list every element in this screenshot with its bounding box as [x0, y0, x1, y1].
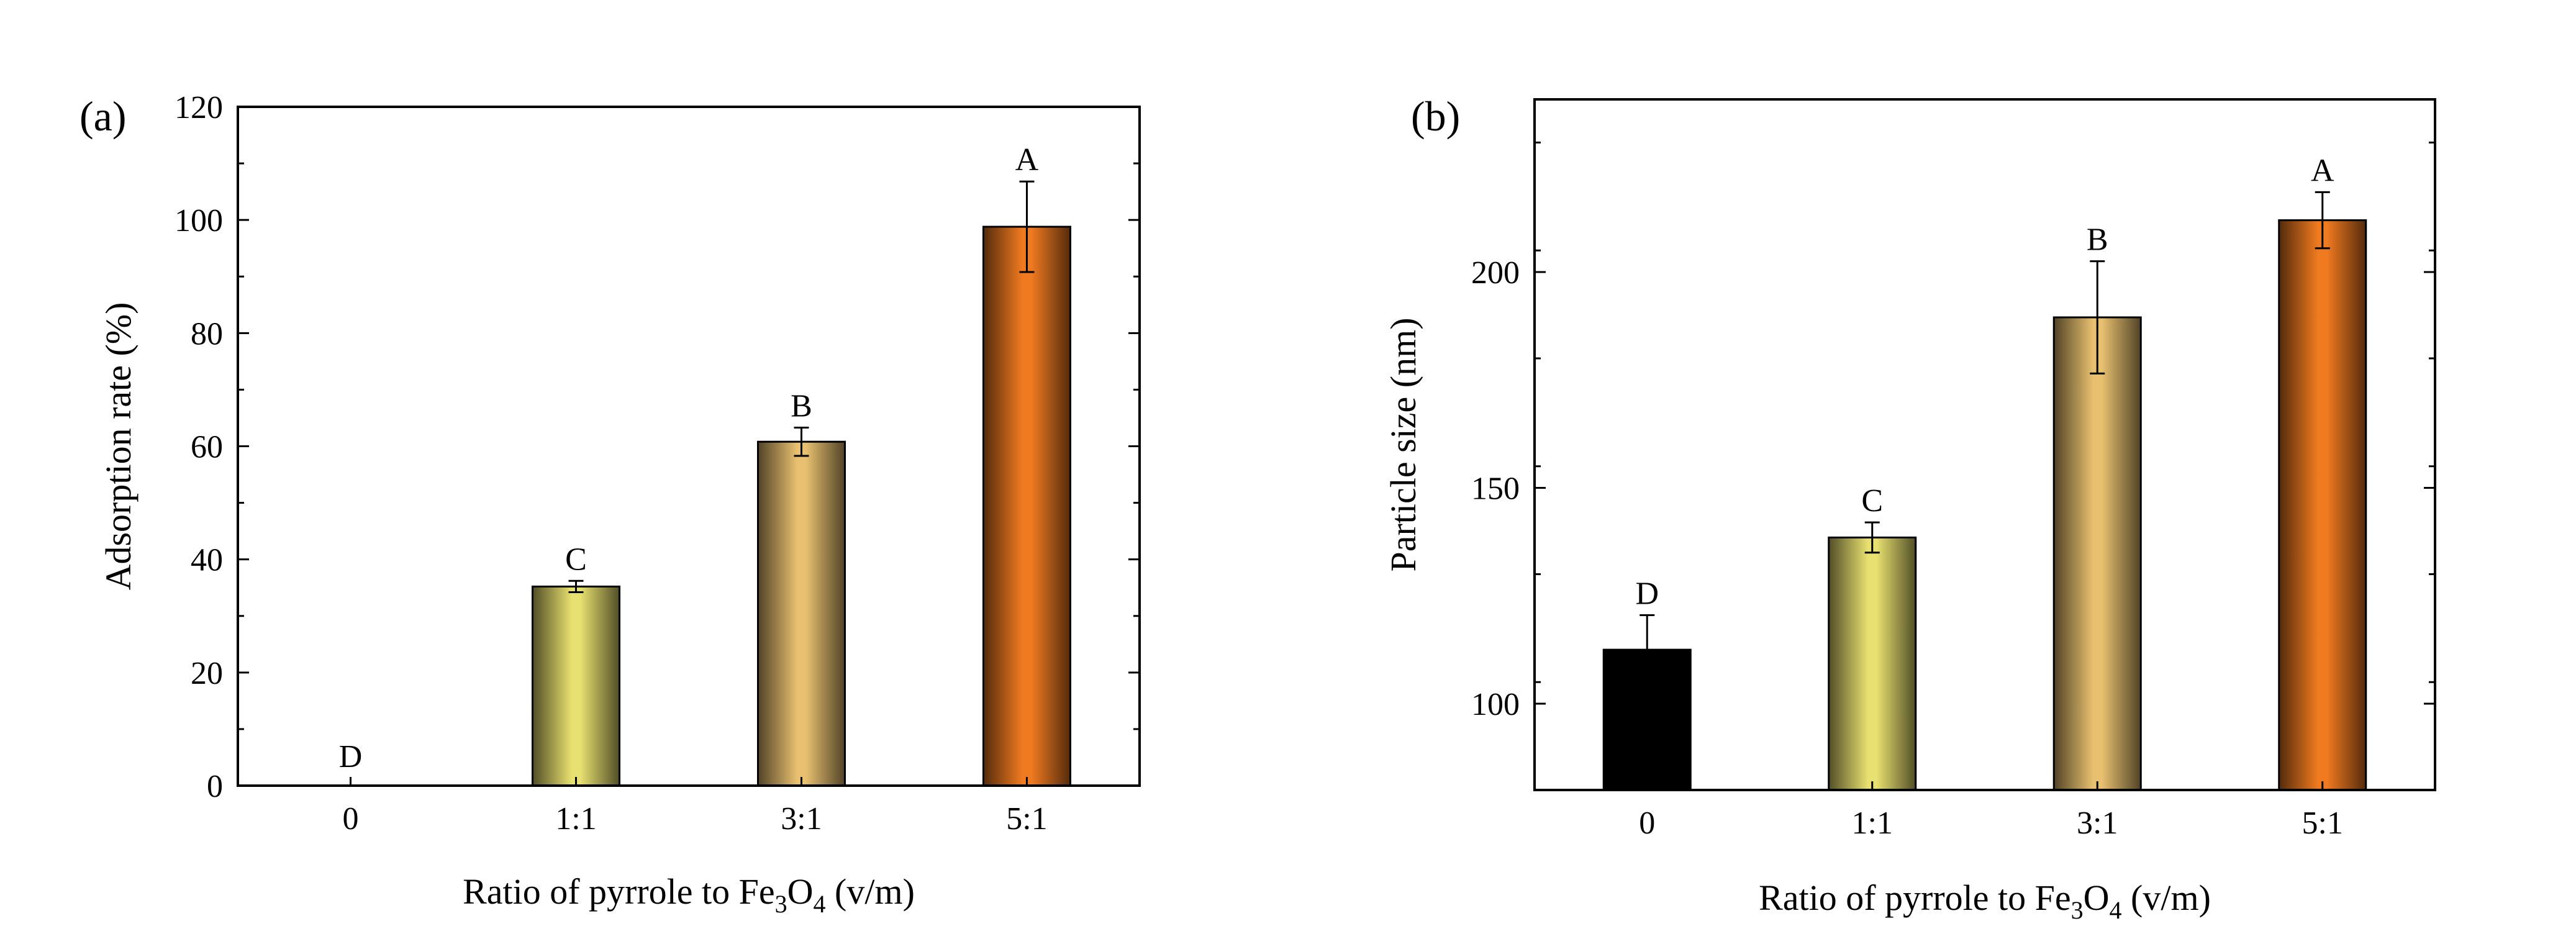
panel-label: (a) — [79, 93, 126, 140]
significance-letter: A — [1015, 142, 1039, 178]
significance-letter: C — [565, 542, 587, 577]
y-tick-label: 100 — [1471, 687, 1520, 722]
significance-letter: C — [1861, 483, 1883, 519]
significance-letter: D — [1635, 576, 1659, 612]
plot-frame — [237, 106, 1141, 787]
y-axis-title: Adsorption rate (%) — [98, 302, 138, 591]
significance-letter: B — [791, 388, 812, 424]
x-tick-label: 1:1 — [555, 801, 596, 837]
x-tick-label: 1:1 — [1852, 806, 1893, 841]
x-axis-title-main: Ratio of pyrrole to Fe — [1759, 878, 2071, 918]
significance-letter: D — [339, 739, 363, 774]
x-axis-title-mid: O — [2084, 878, 2110, 918]
y-axis-title: Particle size (nm) — [1383, 317, 1423, 571]
x-axis-title-main: Ratio of pyrrole to Fe — [463, 871, 775, 912]
y-tick-label: 0 — [207, 769, 223, 804]
x-tick-label: 3:1 — [781, 801, 822, 837]
chart-b: D 0 C 1:1 B 3:1 A 5:1 100 150 200 (b) Particle size … — [1383, 93, 2436, 924]
x-axis-title-tail: (v/m) — [826, 871, 915, 912]
y-tick-label: 40 — [191, 543, 223, 578]
y-tick-label: 60 — [191, 430, 223, 465]
x-axis-title: Ratio of pyrrole to Fe3O4 (v/m) — [463, 871, 915, 918]
y-tick-label: 200 — [1471, 255, 1520, 291]
x-axis-title-sub: 3 — [2071, 896, 2084, 924]
x-axis-title: Ratio of pyrrole to Fe3O4 (v/m) — [1759, 878, 2211, 924]
x-tick-label: 0 — [343, 801, 359, 837]
x-axis-title-sub: 3 — [775, 890, 787, 918]
y-tick-label: 20 — [191, 656, 223, 691]
y-tick-label: 120 — [175, 90, 223, 125]
x-tick-label: 5:1 — [1006, 801, 1047, 837]
panel-label: (b) — [1411, 93, 1460, 140]
bar — [982, 225, 1071, 787]
bar — [757, 440, 846, 787]
plot-frame — [1533, 98, 2436, 791]
bar — [2052, 316, 2142, 791]
y-tick-label: 100 — [175, 203, 223, 238]
y-tick-label: 80 — [191, 316, 223, 352]
bar — [2278, 219, 2367, 791]
x-tick-label: 5:1 — [2302, 806, 2343, 841]
chart-a: D 0 C 1:1 B 3:1 A 5:1 0 20 40 60 80 100 120 (a) Adsorpti… — [79, 90, 1141, 918]
x-axis-title-sub: 4 — [814, 890, 826, 918]
x-tick-label: 0 — [1639, 806, 1655, 841]
bar — [1828, 536, 1917, 791]
significance-letter: B — [2087, 222, 2108, 258]
significance-letter: A — [2311, 153, 2334, 188]
y-tick-label: 150 — [1471, 471, 1520, 507]
x-tick-label: 3:1 — [2077, 806, 2118, 841]
bar — [532, 585, 620, 787]
x-axis-title-mid: O — [787, 871, 814, 912]
x-axis-title-tail: (v/m) — [2122, 878, 2211, 918]
x-axis-title-sub: 4 — [2110, 896, 2122, 924]
